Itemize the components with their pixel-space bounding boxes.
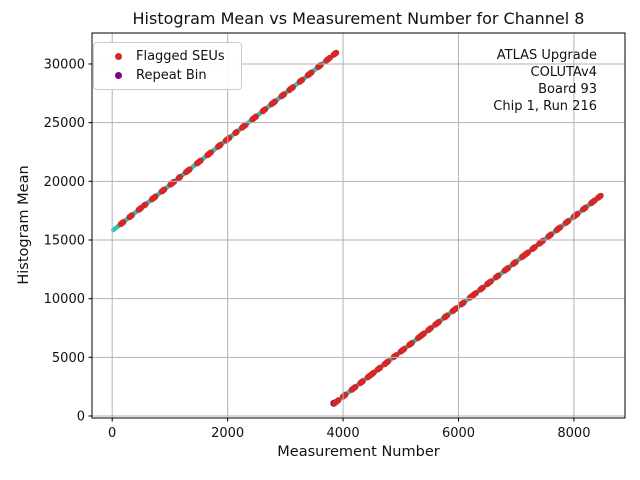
flagged-seu-dot (161, 186, 168, 193)
flagged-seu-dot (524, 249, 531, 256)
flagged-seu-dot (186, 166, 193, 173)
flagged-seu-dot (128, 212, 135, 219)
flagged-seu-dot (495, 272, 502, 279)
annotation-text: ATLAS Upgrade COLUTAv4 Board 93 Chip 1, … (493, 47, 597, 115)
x-tick-label: 2000 (211, 426, 244, 441)
flagged-seu-dot (152, 193, 159, 200)
flagged-seu-dot (262, 106, 269, 113)
flagged-seu-dot (352, 384, 359, 391)
y-tick-label: 5000 (52, 351, 85, 366)
flagged-seu-dot (142, 201, 149, 208)
x-tick-label: 8000 (557, 426, 590, 441)
flagged-seu-dot (280, 91, 288, 98)
flagged-seu-dot (120, 219, 127, 226)
flagged-seu-dot (393, 352, 400, 359)
y-tick-label: 25000 (44, 116, 85, 131)
flagged-seu-dot (453, 305, 460, 312)
flagged-seu-dot (443, 312, 451, 319)
annotation-line-4: Chip 1, Run 216 (493, 99, 597, 114)
axes-spines (91, 32, 626, 419)
x-tick-label: 6000 (442, 426, 475, 441)
legend-entry-flagged-seus: Flagged SEUs (94, 47, 241, 66)
flagged-seu-dot (505, 264, 512, 272)
flagged-seu-dot (556, 224, 564, 231)
flagged-seu-dot (472, 290, 479, 297)
flagged-seus-marker-icon (115, 53, 122, 60)
flagged-seu-dot (271, 98, 279, 105)
flagged-seu-dot (487, 278, 494, 285)
flagged-seu-dot (376, 364, 384, 371)
annotation-line-2: COLUTAv4 (530, 65, 597, 80)
legend-label-flagged-seus: Flagged SEUs (136, 49, 225, 64)
flagged-seu-dot (335, 397, 342, 404)
flagged-seu-dot (217, 141, 224, 148)
flagged-seu-dot (197, 157, 204, 164)
x-tick-label: 4000 (327, 426, 360, 441)
flagged-seu-dot (574, 210, 581, 218)
flagged-seu-dot (531, 244, 538, 251)
flagged-seu-dot (539, 237, 546, 245)
y-tick-label: 30000 (44, 57, 85, 72)
flagged-seu-dot (427, 325, 434, 332)
y-tick-label: 15000 (44, 233, 85, 248)
y-axis-label: Histogram Mean (16, 165, 32, 285)
flagged-seu-dot (384, 358, 392, 365)
flagged-seu-dot (252, 113, 260, 120)
flagged-seu-dot (597, 192, 604, 200)
legend-label-repeat-bin: Repeat Bin (136, 68, 207, 83)
flagged-seu-dot (479, 284, 486, 291)
annotation-line-3: Board 93 (538, 82, 597, 97)
flagged-seu-dot (359, 378, 366, 385)
legend: Flagged SEUs Repeat Bin (93, 42, 242, 90)
y-tick-label: 0 (77, 410, 85, 425)
flagged-seu-dot (317, 62, 324, 69)
flagged-seu-dot (233, 128, 240, 136)
annotation-line-1: ATLAS Upgrade (496, 48, 597, 63)
flagged-seu-dot (512, 258, 519, 266)
flagged-seu-dot (207, 149, 214, 156)
flagged-seu-dot (401, 345, 408, 352)
flagged-seu-dot (242, 121, 249, 128)
flagged-seu-dot (435, 318, 442, 326)
flagged-seu-dot (342, 391, 349, 398)
flagged-seu-dot (582, 204, 589, 211)
flagged-seu-dot (460, 299, 467, 306)
flagged-seu-dot (420, 330, 427, 337)
y-tick-label: 10000 (44, 292, 85, 307)
flagged-seu-dot (176, 173, 184, 181)
y-tick-label: 20000 (44, 175, 85, 190)
flagged-seu-dot (565, 218, 572, 225)
legend-entry-repeat-bin: Repeat Bin (94, 66, 241, 85)
x-tick-label: 0 (108, 426, 116, 441)
repeat-bin-marker-icon (115, 72, 122, 79)
x-axis-label: Measurement Number (277, 444, 440, 460)
flagged-seu-dot (333, 49, 340, 56)
chart-title: Histogram Mean vs Measurement Number for… (132, 9, 585, 28)
flagged-seu-dot (308, 69, 315, 76)
flagged-seu-dot (547, 231, 554, 238)
flagged-seu-dot (289, 84, 296, 91)
flagged-seu-dot (298, 76, 306, 84)
flagged-seu-dot (408, 339, 415, 347)
